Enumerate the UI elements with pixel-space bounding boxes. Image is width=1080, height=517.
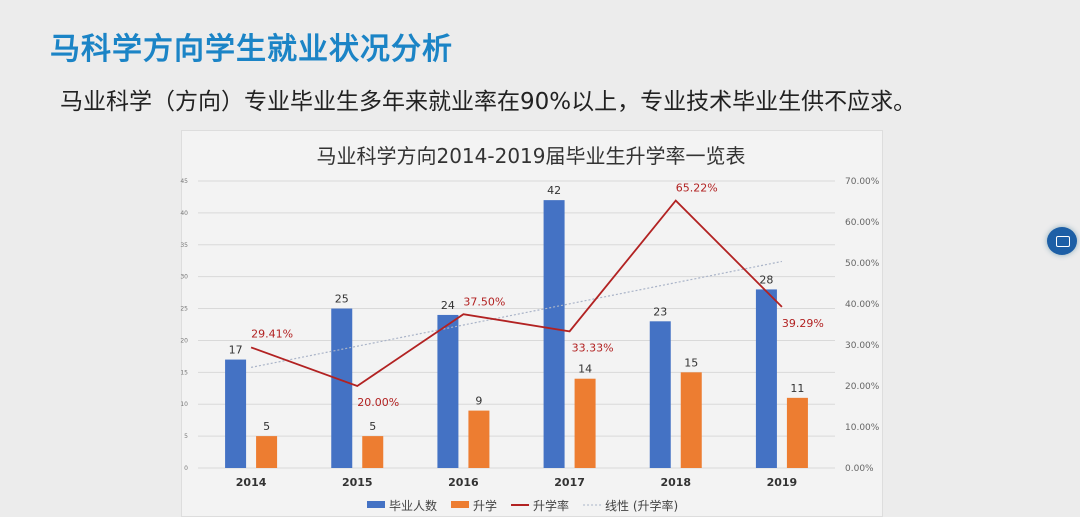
left-axis-tick: 30 [180,274,188,281]
x-axis-label: 2017 [554,476,585,489]
legend-label: 升学率 [533,498,569,513]
left-axis-tick: 25 [180,306,188,313]
legend-swatch [451,501,470,508]
line-data-label: 39.29% [782,317,824,330]
right-axis-tick: 50.00% [845,259,880,269]
bar-graduates [437,314,459,468]
left-axis-tick: 5 [184,433,188,440]
left-axis-tick: 20 [180,337,188,344]
left-axis-tick: 45 [180,178,188,185]
bar-further-study [256,436,278,468]
x-axis-label: 2015 [342,476,373,489]
legend-label: 毕业人数 [389,498,437,513]
bar-data-label: 23 [653,305,667,318]
left-axis-tick: 0 [184,465,188,472]
bar-data-label: 11 [790,382,804,395]
right-axis-tick: 40.00% [845,300,880,310]
bar-data-label: 5 [369,420,376,433]
line-data-label: 29.41% [251,327,293,340]
line-data-label: 37.50% [463,295,505,308]
bar-data-label: 9 [475,395,482,408]
bar-further-study [786,397,808,468]
right-axis-tick: 60.00% [845,218,880,228]
line-rate [250,199,783,388]
bar-graduates [755,289,777,468]
bar-graduates [649,321,671,468]
bar-data-label: 24 [441,299,455,312]
bar-further-study [680,372,702,468]
right-axis-tick: 20.00% [845,382,880,392]
bar-graduates [331,308,353,468]
screen-share-icon[interactable] [1047,227,1077,255]
right-axis-tick: 10.00% [845,423,880,433]
bar-data-label: 17 [229,344,243,357]
bar-graduates [225,359,247,468]
chart-title: 马业科学方向2014-2019届毕业生升学率一览表 [316,144,746,168]
slide-title: 马科学方向学生就业状况分析 [50,32,453,67]
line-data-label: 33.33% [572,341,614,354]
bar-further-study [468,410,490,468]
trendline [250,260,783,368]
left-axis-tick: 15 [180,369,188,376]
bar-data-label: 5 [263,420,270,433]
line-data-label: 20.00% [357,396,399,409]
legend-label: 升学 [473,498,497,513]
line-data-label: 65.22% [676,182,718,195]
x-axis-label: 2018 [660,476,691,489]
legend-label: 线性 (升学率) [605,498,678,513]
bar-further-study [574,378,596,468]
legend-swatch [367,501,385,508]
bar-data-label: 28 [759,273,773,286]
right-axis-tick: 30.00% [845,341,880,351]
x-axis-label: 2014 [236,476,267,489]
left-axis-tick: 10 [180,401,188,408]
x-axis-label: 2019 [767,476,798,489]
bar-data-label: 15 [684,356,698,369]
bar-data-label: 25 [335,293,349,306]
left-axis-tick: 35 [180,242,188,249]
bar-graduates [543,200,565,468]
x-axis-label: 2016 [448,476,479,489]
bar-data-label: 14 [578,363,592,376]
left-axis-tick: 40 [180,210,188,217]
slide-subtitle: 马业科学（方向）专业毕业生多年来就业率在90%以上，专业技术毕业生供不应求。 [60,89,917,115]
right-axis-tick: 70.00% [845,177,880,187]
bar-data-label: 42 [547,184,561,197]
right-axis-tick: 0.00% [845,464,874,474]
bar-further-study [362,436,384,468]
